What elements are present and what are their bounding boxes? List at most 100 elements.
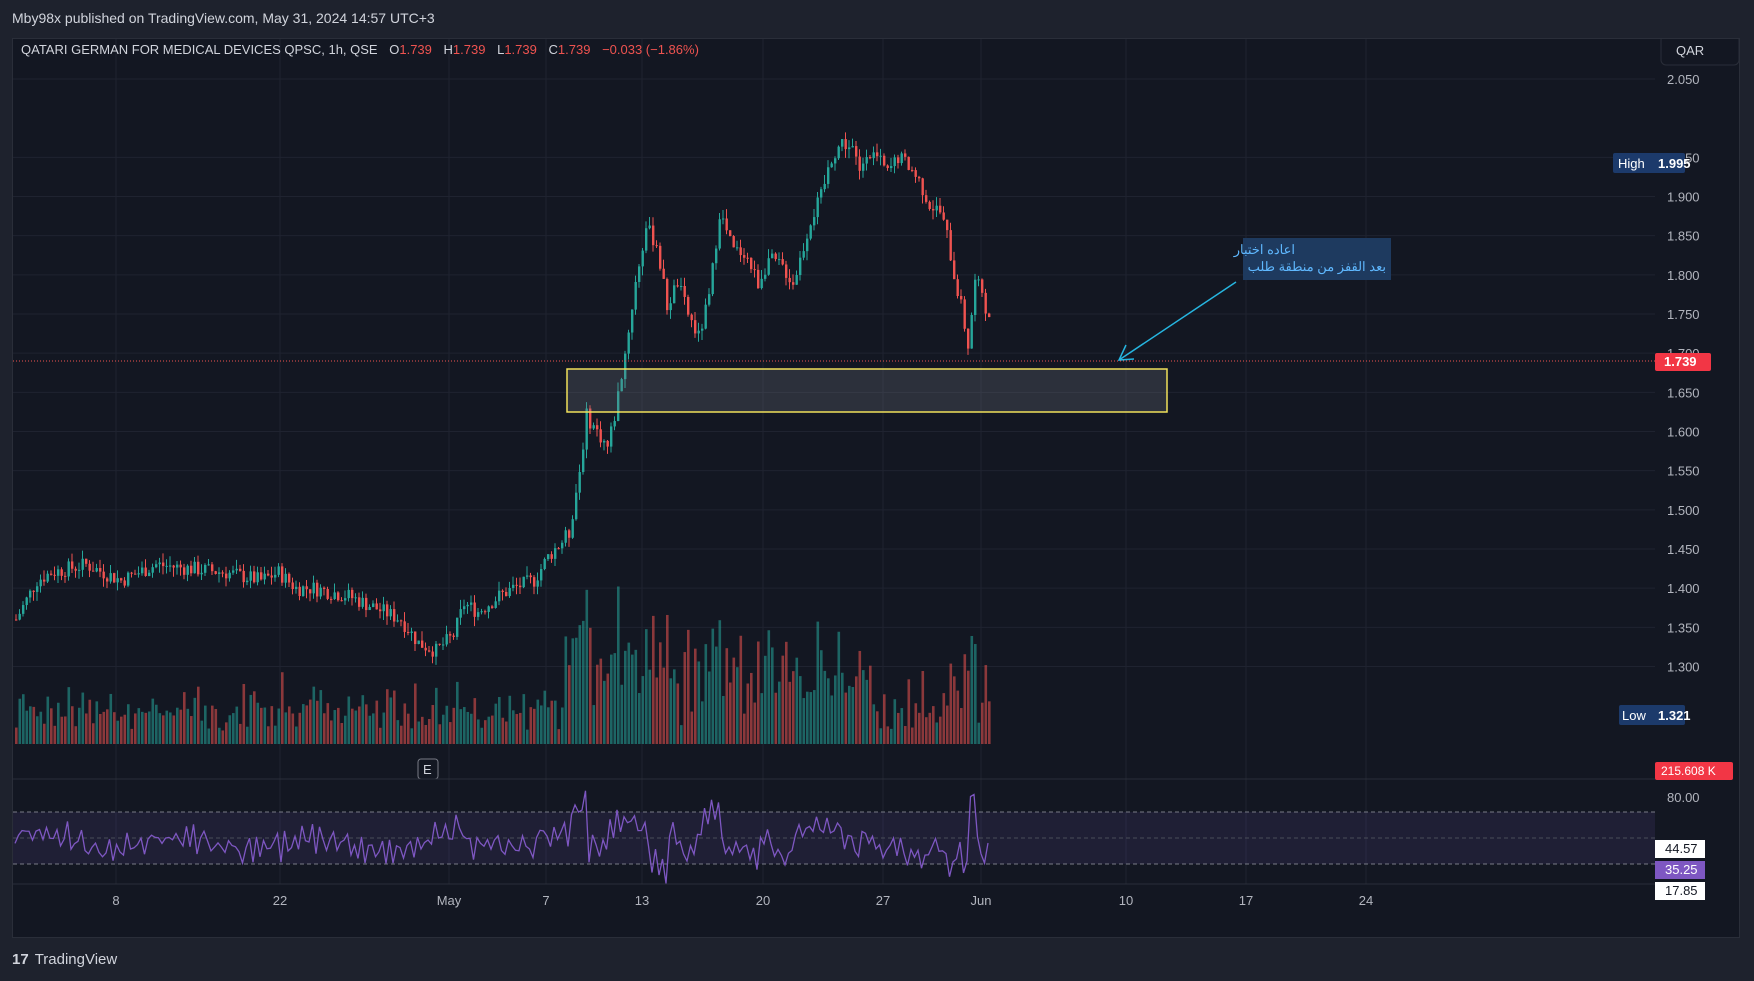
volume-bar — [39, 711, 43, 744]
time-axis[interactable]: 8 22 May 7 13 20 27 Jun 10 17 24 — [112, 893, 1373, 908]
volume-bar — [386, 689, 389, 744]
candle-body — [225, 573, 228, 579]
volume-bar — [683, 652, 687, 744]
price-axis[interactable]: 2.0501.9501.9001.8501.8001.7501.7001.650… — [1667, 72, 1700, 674]
volume-bar — [543, 690, 547, 744]
candle-body — [382, 604, 385, 612]
candle-body — [113, 573, 116, 583]
high-label: H — [444, 42, 453, 57]
rsi-badge-b — [1655, 861, 1705, 879]
candle-body — [806, 238, 809, 252]
volume-bar — [673, 669, 676, 744]
volume-bar — [36, 716, 39, 744]
time-tick: 8 — [112, 893, 119, 908]
volume-bar — [718, 620, 722, 744]
volume-bar — [935, 722, 939, 744]
volume-bar — [813, 690, 816, 744]
candle-body — [897, 157, 900, 164]
volume-bar — [512, 710, 515, 744]
volume-bar — [925, 717, 928, 744]
annotation-box[interactable] — [1243, 238, 1391, 280]
volume-bar — [928, 712, 932, 744]
candle-body — [141, 567, 144, 574]
chart-panel[interactable]: QATARI GERMAN FOR MEDICAL DEVICES QPSC, … — [12, 34, 1741, 939]
volume-bar — [302, 704, 305, 744]
volume-bar — [197, 686, 200, 744]
price-tick: 1.350 — [1667, 620, 1700, 635]
volume-bar — [960, 708, 963, 744]
candle-body — [634, 281, 637, 310]
candle-body — [505, 591, 508, 597]
candle-body — [431, 651, 434, 657]
volume-bar — [249, 694, 253, 744]
last-price-text: 1.739 — [1664, 354, 1697, 369]
volume-bar — [921, 671, 925, 744]
candle-body — [620, 379, 623, 392]
candle-body — [151, 567, 154, 573]
volume-bar — [704, 644, 708, 744]
volume-bar — [746, 683, 750, 744]
time-tick: 7 — [542, 893, 549, 908]
candle-body — [659, 245, 662, 269]
rsi-value-c: 17.85 — [1665, 883, 1698, 898]
time-tick: 24 — [1359, 893, 1373, 908]
volume-bar — [92, 723, 95, 744]
candle-body — [393, 609, 396, 622]
candle-body — [988, 313, 991, 318]
price-tick: 1.750 — [1667, 307, 1700, 322]
rsi-badge-c — [1655, 882, 1705, 900]
candle-body — [470, 602, 473, 605]
price-chart[interactable]: QATARI GERMAN FOR MEDICAL DEVICES QPSC, … — [13, 34, 1741, 939]
volume-bar — [949, 663, 953, 744]
volume-bar — [631, 654, 634, 744]
candle-body — [218, 572, 221, 574]
candle-body — [99, 568, 102, 572]
candle-body — [501, 590, 504, 592]
price-tick: 1.550 — [1667, 464, 1700, 479]
candle-body — [452, 635, 455, 637]
volume-bar — [347, 696, 351, 744]
open-label: O — [389, 42, 399, 57]
volume-bar — [778, 681, 781, 744]
candle-body — [298, 586, 301, 596]
volume-bar — [288, 706, 291, 744]
volume-bar — [190, 716, 193, 744]
footer-brand[interactable]: 17 TradingView — [12, 948, 117, 970]
volume-bar — [365, 704, 368, 744]
volume-bar — [218, 727, 221, 744]
candle-body — [403, 621, 406, 632]
candle-body — [92, 570, 95, 572]
demand-zone[interactable] — [566, 368, 1168, 413]
volume-bar — [428, 718, 431, 744]
volume-bar — [358, 706, 361, 744]
candle-body — [239, 568, 242, 571]
candle-body — [578, 472, 581, 493]
volume-bar — [477, 719, 480, 744]
volume-bar — [855, 676, 858, 744]
candle-body — [484, 611, 487, 613]
volume-bar — [529, 707, 533, 744]
candle-body — [935, 205, 938, 211]
volume-bar — [568, 665, 571, 744]
candle-body — [281, 566, 284, 583]
volume-bar — [165, 710, 169, 744]
volume-bar — [221, 730, 225, 744]
volume-bar — [956, 690, 960, 744]
volume-bar — [848, 685, 851, 744]
volume-bar — [67, 687, 71, 744]
candle-body — [851, 146, 854, 148]
volume-bar — [29, 706, 32, 744]
candle-body — [967, 328, 970, 349]
grid-lines — [13, 39, 1655, 884]
volume-bar — [858, 650, 862, 744]
candle-body — [949, 230, 952, 261]
candle-body — [435, 643, 438, 657]
volume-bar — [767, 630, 771, 744]
volume-bar — [981, 702, 984, 744]
candle-body — [466, 604, 469, 607]
volume-bar — [211, 705, 214, 744]
candle-body — [368, 607, 371, 611]
volume-bar — [564, 636, 568, 744]
candle-body — [522, 576, 525, 588]
candle-body — [946, 219, 949, 231]
